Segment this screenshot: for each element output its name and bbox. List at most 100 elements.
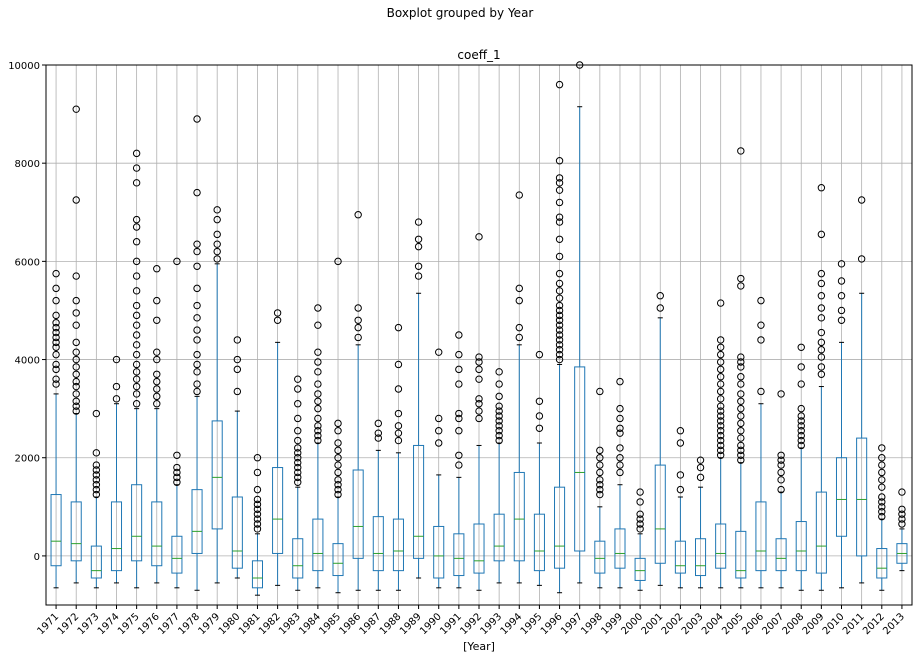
- box-body: [453, 533, 465, 577]
- flier-point: [475, 407, 483, 415]
- flier-point: [354, 304, 362, 312]
- x-tick-label: 1988: [378, 611, 404, 637]
- flier-point: [253, 485, 262, 494]
- y-tick-label: 0: [34, 552, 40, 563]
- box-body: [493, 513, 505, 562]
- axes-title: coeff_1: [457, 48, 500, 62]
- flier-point: [475, 233, 483, 241]
- flier-point: [696, 456, 705, 464]
- flier-point: [72, 355, 80, 364]
- flier-point: [132, 287, 141, 295]
- box-1985: [332, 257, 344, 594]
- box-1998: [594, 387, 606, 589]
- flier-point: [495, 407, 503, 415]
- flier-point: [394, 385, 403, 393]
- flier-point: [797, 427, 805, 435]
- flier-point: [716, 365, 725, 374]
- flier-point: [72, 407, 80, 415]
- x-tick-label: 1972: [56, 611, 82, 637]
- flier-point: [777, 485, 785, 494]
- box-1984: [312, 304, 324, 589]
- flier-point: [132, 238, 141, 246]
- flier-point: [52, 360, 60, 369]
- flier-point: [132, 223, 141, 231]
- box-body: [433, 525, 445, 579]
- flier-point: [294, 468, 302, 477]
- box-body: [876, 548, 888, 579]
- flier-point: [716, 417, 725, 425]
- x-tick-label: 2002: [660, 611, 686, 637]
- flier-point: [112, 395, 121, 403]
- flier-point: [878, 476, 886, 484]
- flier-point: [314, 390, 322, 398]
- flier-point: [636, 488, 644, 496]
- flier-point: [797, 343, 805, 351]
- box-body: [654, 464, 666, 564]
- x-tick-label: 1990: [418, 611, 444, 637]
- flier-point: [797, 422, 805, 430]
- flier-point: [817, 304, 826, 312]
- flier-point: [394, 429, 403, 437]
- box-body: [533, 513, 545, 572]
- flier-point: [716, 380, 725, 388]
- flier-point: [314, 358, 322, 366]
- flier-point: [52, 343, 60, 351]
- box-2000: [634, 488, 646, 591]
- flier-point: [92, 481, 101, 489]
- flier-point: [455, 380, 463, 388]
- x-tick-label: 1998: [579, 611, 605, 637]
- box-body: [634, 557, 646, 581]
- flier-point: [414, 262, 423, 270]
- box-body: [755, 501, 767, 572]
- box-1981: [251, 454, 264, 596]
- flier-point: [92, 485, 101, 494]
- flier-point: [716, 427, 725, 435]
- y-tick-label: 4000: [15, 356, 40, 367]
- flier-point: [314, 431, 322, 440]
- x-tick-label: 1986: [338, 611, 364, 637]
- flier-point: [555, 213, 564, 221]
- flier-point: [354, 211, 362, 219]
- flier-point: [153, 370, 161, 378]
- box-body: [413, 444, 425, 559]
- flier-point: [435, 348, 443, 356]
- flier-point: [716, 336, 725, 344]
- flier-point: [334, 476, 342, 484]
- flier-point: [555, 336, 564, 344]
- flier-point: [475, 395, 483, 403]
- flier-point: [52, 269, 60, 278]
- flier-point: [555, 186, 564, 194]
- box-2005: [735, 147, 747, 589]
- flier-point: [233, 387, 242, 396]
- flier-point: [213, 230, 221, 239]
- flier-point: [596, 468, 604, 477]
- flier-point: [153, 296, 161, 305]
- flier-point: [294, 436, 302, 445]
- box-2010: [835, 260, 848, 589]
- flier-point: [52, 350, 60, 359]
- flier-point: [334, 485, 342, 494]
- flier-point: [253, 495, 262, 504]
- flier-point: [797, 363, 805, 371]
- flier-point: [535, 397, 544, 405]
- x-tick-label: 1974: [96, 611, 122, 637]
- box-1976: [151, 265, 163, 584]
- box-body: [574, 366, 586, 552]
- flier-point: [716, 343, 725, 351]
- flier-point: [636, 525, 644, 533]
- flier-point: [314, 422, 322, 430]
- flier-point: [696, 473, 705, 482]
- flier-point: [555, 316, 564, 324]
- flier-point: [555, 279, 564, 288]
- flier-point: [414, 272, 423, 280]
- flier-point: [334, 454, 342, 462]
- plot-frame: [45, 64, 913, 606]
- flier-point: [294, 414, 302, 423]
- flier-point: [132, 390, 141, 398]
- box-2011: [856, 196, 868, 584]
- flier-point: [475, 358, 483, 366]
- x-tick-label: 1997: [559, 611, 585, 637]
- box-body: [171, 535, 183, 574]
- flier-point: [72, 382, 80, 391]
- box-body: [594, 540, 606, 574]
